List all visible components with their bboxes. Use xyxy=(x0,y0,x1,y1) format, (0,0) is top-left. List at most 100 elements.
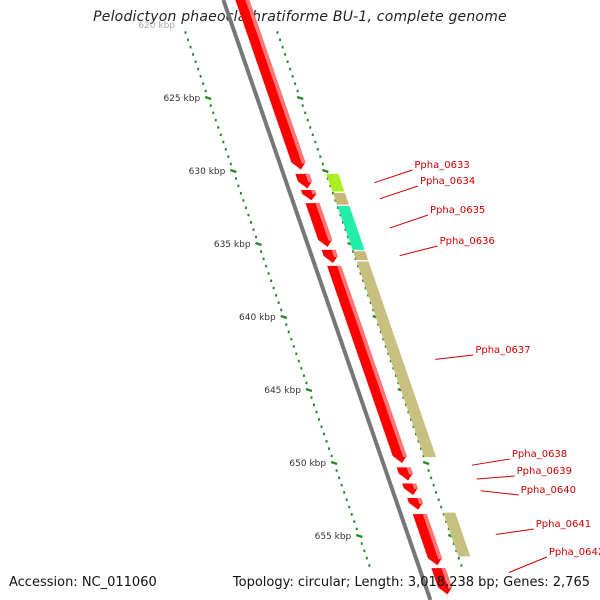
major-tick-right xyxy=(422,460,430,466)
minor-tick-right xyxy=(329,184,332,188)
minor-tick-left xyxy=(199,75,202,78)
minor-tick-right xyxy=(404,403,407,407)
minor-tick-right xyxy=(377,323,380,326)
minor-tick-left xyxy=(365,556,368,560)
minor-tick-right xyxy=(392,367,395,370)
minor-tick-right xyxy=(289,67,292,71)
minor-tick-left xyxy=(320,425,323,428)
gene-feature xyxy=(443,512,471,557)
minor-tick-left xyxy=(217,126,220,129)
minor-tick-left xyxy=(330,454,333,458)
minor-tick-right xyxy=(372,308,375,312)
minor-tick-right xyxy=(311,133,314,136)
minor-tick-right xyxy=(304,111,307,115)
minor-tick-right xyxy=(435,491,438,494)
minor-tick-left xyxy=(272,286,275,290)
major-tick-right xyxy=(321,168,329,174)
minor-tick-left xyxy=(262,257,265,261)
minor-tick-right xyxy=(440,505,443,509)
reverse-cds-highlight xyxy=(310,189,317,195)
reverse-cds-highlight xyxy=(305,173,313,183)
minor-tick-left xyxy=(275,294,278,297)
gene-leader-line xyxy=(435,354,474,360)
minor-tick-left xyxy=(280,308,283,312)
minor-tick-right xyxy=(321,162,324,166)
minor-tick-right xyxy=(455,549,458,553)
reverse-cds-highlight xyxy=(417,498,424,504)
minor-tick-left xyxy=(353,520,356,523)
reverse-cds-highlight xyxy=(245,0,306,164)
minor-tick-right xyxy=(319,155,322,158)
minor-tick-right xyxy=(286,60,289,63)
scale-label: 655 kbp xyxy=(315,532,352,542)
minor-tick-left xyxy=(355,527,358,531)
minor-tick-right xyxy=(296,89,299,93)
minor-tick-right xyxy=(402,396,405,399)
backbone-layer xyxy=(221,0,433,600)
minor-tick-left xyxy=(229,162,232,166)
minor-tick-left xyxy=(285,323,288,326)
minor-tick-right xyxy=(460,564,463,567)
minor-tick-right xyxy=(357,264,360,268)
gene-feature xyxy=(353,251,369,261)
minor-tick-left xyxy=(227,155,230,158)
minor-tick-right xyxy=(331,191,334,195)
reverse-cds-highlight xyxy=(331,249,339,257)
gene-feature xyxy=(356,261,437,458)
minor-tick-left xyxy=(197,67,200,71)
minor-tick-left xyxy=(267,272,270,275)
minor-tick-right xyxy=(394,374,397,377)
minor-tick-right xyxy=(389,359,392,363)
gene-feature xyxy=(332,192,349,205)
minor-tick-left xyxy=(310,396,313,399)
minor-tick-right xyxy=(409,418,412,421)
gene-leader-line xyxy=(389,214,429,229)
minor-tick-right xyxy=(344,228,347,231)
minor-tick-right xyxy=(412,425,415,428)
minor-tick-left xyxy=(270,279,273,282)
minor-tick-left xyxy=(204,89,207,93)
reverse-cds-highlight xyxy=(441,568,453,589)
gene-label: Ppha_0638 xyxy=(512,449,567,460)
minor-tick-right xyxy=(336,206,339,209)
reverse-cds-arrow xyxy=(327,265,407,463)
scale-label: 635 kbp xyxy=(214,240,251,250)
minor-tick-left xyxy=(325,440,328,443)
minor-tick-left xyxy=(328,447,331,450)
gene-leader-line xyxy=(374,169,413,184)
minor-tick-right xyxy=(437,498,440,501)
gene-leader-line xyxy=(476,475,515,480)
minor-tick-left xyxy=(312,403,315,407)
minor-tick-right xyxy=(452,542,455,545)
minor-tick-left xyxy=(300,367,303,370)
minor-tick-left xyxy=(234,177,237,180)
gene-label-layer: Ppha_0633 Ppha_0634 Ppha_0635 Ppha_0636 Ppha… xyxy=(374,160,600,573)
minor-tick-left xyxy=(260,250,263,253)
minor-tick-right xyxy=(334,199,337,202)
minor-tick-right xyxy=(379,330,382,334)
gene-label: Ppha_0639 xyxy=(517,466,572,477)
gene-label: Ppha_0641 xyxy=(536,519,591,530)
scale-label: 650 kbp xyxy=(289,459,326,469)
minor-tick-right xyxy=(291,75,294,78)
accession-text: Accession: NC_011060 xyxy=(9,575,157,590)
gene-leader-line xyxy=(399,245,438,257)
gene-leader-line xyxy=(471,458,510,466)
minor-tick-left xyxy=(338,476,341,480)
minor-tick-left xyxy=(237,184,240,188)
minor-tick-left xyxy=(219,133,222,136)
scale-label: 625 kbp xyxy=(163,94,200,104)
minor-tick-left xyxy=(187,38,190,42)
gene-label: Ppha_0637 xyxy=(475,345,530,356)
gene-label: Ppha_0642 xyxy=(549,547,600,558)
minor-tick-left xyxy=(295,352,298,355)
major-tick-left xyxy=(305,387,313,393)
reverse-cds-arrow xyxy=(305,203,333,247)
gene-label: Ppha_0640 xyxy=(521,485,576,496)
minor-tick-right xyxy=(341,221,344,224)
minor-tick-right xyxy=(427,469,430,472)
minor-tick-left xyxy=(194,60,197,63)
minor-tick-left xyxy=(348,505,351,509)
reverse-strand-features xyxy=(235,0,453,595)
